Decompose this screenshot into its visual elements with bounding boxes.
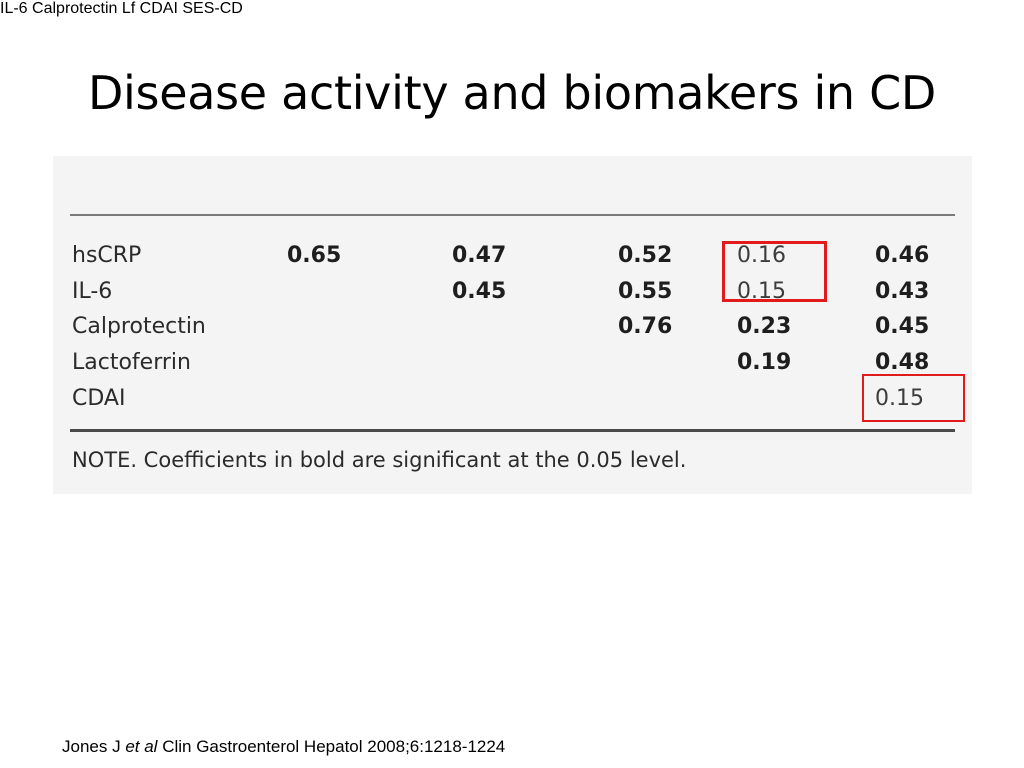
table-cell: 0.23 [737,314,792,339]
table-cell: 0.45 [452,279,507,304]
column-header-lf: Lf [121,0,136,17]
table-cell: 0.65 [287,243,342,268]
correlation-table-panel [53,156,972,494]
table-cell: 0.43 [875,279,930,304]
row-label-lactoferrin: Lactoferrin [72,350,191,375]
row-label-calprotectin: Calprotectin [72,314,206,339]
table-cell: 0.52 [618,243,673,268]
table-cell: 0.19 [737,350,792,375]
row-label-hscrp: hsCRP [72,243,142,268]
column-header-il6: IL-6 [0,0,28,17]
highlight-box-ses-cd-cdai [862,374,965,422]
highlight-box-cdai-hscrp-il6 [722,241,827,302]
table-header-rule [70,214,955,216]
citation-authors: Jones J [62,737,121,756]
slide-title: Disease activity and biomakers in CD [87,66,937,120]
row-label-il6: IL-6 [72,279,113,304]
column-header-calprotectin: Calprotectin [32,0,118,17]
citation-journal: Clin Gastroenterol Hepatol 2008;6:1218-1… [162,737,506,756]
table-cell: 0.16 [737,243,786,268]
table-cell: 0.45 [875,314,930,339]
row-label-cdai: CDAI [72,386,126,411]
table-cell: 0.48 [875,350,930,375]
table-cell: 0.76 [618,314,673,339]
table-cell: 0.55 [618,279,673,304]
table-cell: 0.47 [452,243,507,268]
table-note: NOTE. Coefficients in bold are significa… [72,448,687,472]
column-header-ses-cd: SES-CD [182,0,243,17]
column-header-cdai: CDAI [139,0,178,17]
citation-etal: et al [125,737,158,756]
table-footer-rule [70,429,955,432]
table-cell: 0.46 [875,243,930,268]
table-cell: 0.15 [875,386,924,411]
citation: Jones J et al Clin Gastroenterol Hepatol… [62,737,505,757]
